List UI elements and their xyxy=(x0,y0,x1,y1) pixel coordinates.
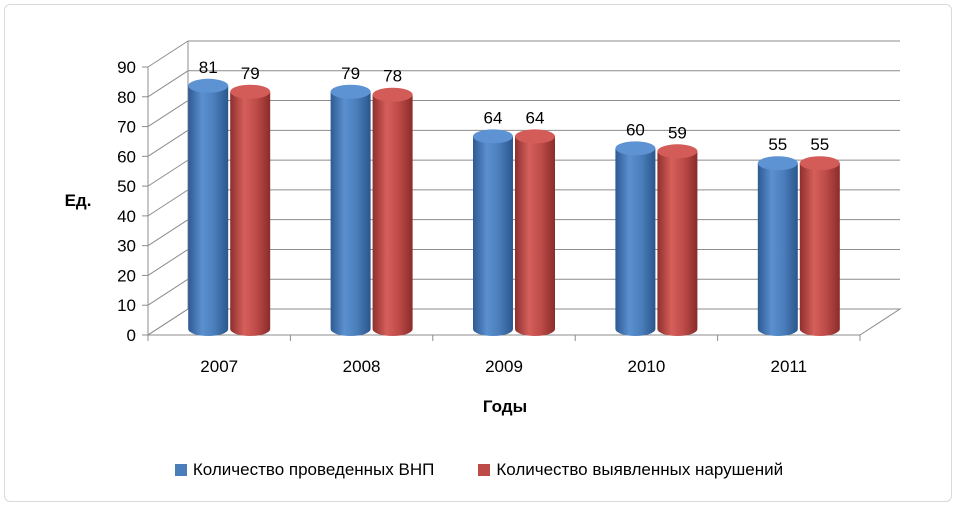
gridline-side xyxy=(147,129,189,157)
data-label: 55 xyxy=(810,135,829,154)
bar-body xyxy=(799,163,840,337)
y-tick-label: 60 xyxy=(117,147,136,166)
legend-label-series-2: Количество выявленных нарушений xyxy=(496,460,784,479)
bar-body xyxy=(657,151,698,337)
gridline-side xyxy=(147,278,189,306)
bar xyxy=(515,129,555,336)
bar-top xyxy=(515,129,555,144)
bar xyxy=(657,144,698,337)
bar-body xyxy=(515,136,555,336)
y-tick-label: 10 xyxy=(117,296,136,315)
bar xyxy=(615,141,656,336)
gridline-side xyxy=(147,100,189,127)
data-label: 79 xyxy=(241,64,260,83)
data-label: 64 xyxy=(526,108,545,127)
data-label: 55 xyxy=(768,135,787,154)
bar-top xyxy=(473,129,513,144)
gridline-side xyxy=(147,40,189,68)
legend-item-series-2: Количество выявленных нарушений xyxy=(478,460,783,480)
gridline-side xyxy=(147,189,189,217)
data-label: 64 xyxy=(484,108,503,127)
bar-body xyxy=(757,163,798,337)
y-tick-label: 70 xyxy=(117,118,136,137)
y-tick-label: 20 xyxy=(117,266,136,285)
legend-item-series-1: Количество проведенных ВНП xyxy=(174,460,435,480)
data-label: 79 xyxy=(341,64,360,83)
y-tick-label: 40 xyxy=(117,207,136,226)
gridline-side xyxy=(147,159,189,187)
x-tick-label: 2010 xyxy=(627,357,665,376)
bar xyxy=(230,84,271,336)
bar-top xyxy=(188,78,229,93)
bar-top xyxy=(615,141,656,156)
y-tick-label: 90 xyxy=(117,58,136,77)
bar-top xyxy=(372,87,413,102)
bars xyxy=(188,78,840,337)
bar-body xyxy=(615,148,656,336)
legend: Количество проведенных ВНП Количество вы… xyxy=(0,458,958,482)
bar-top xyxy=(330,84,371,99)
bar-body xyxy=(330,91,371,337)
gridline-side xyxy=(147,219,189,247)
bar-body xyxy=(473,136,513,336)
data-label: 78 xyxy=(383,67,402,86)
gridline-side xyxy=(147,308,189,336)
y-axis-title: Ед. xyxy=(65,191,92,210)
bar-body xyxy=(230,91,271,336)
x-tick-label: 2011 xyxy=(771,357,808,376)
gridline-side xyxy=(147,70,189,98)
bar-body xyxy=(372,94,413,337)
legend-swatch-blue xyxy=(174,464,187,476)
bar-top xyxy=(230,84,271,99)
bar xyxy=(757,156,798,337)
bar xyxy=(188,78,229,337)
bar-body xyxy=(188,85,229,337)
y-tick-label: 50 xyxy=(117,177,136,196)
x-tick-label: 2008 xyxy=(343,357,381,376)
data-label: 81 xyxy=(199,58,218,77)
bar xyxy=(330,84,371,337)
bar xyxy=(799,156,840,337)
x-tick-label: 2007 xyxy=(200,357,238,376)
y-tick-label: 30 xyxy=(117,237,136,256)
data-labels: 2007 81 79 2008 79 78 2009 64 64 2010 60 59 2011 55 55 xyxy=(199,58,830,376)
x-tick-label: 2009 xyxy=(485,357,523,376)
bar-top xyxy=(757,156,798,171)
y-tick-label: 0 xyxy=(127,326,136,345)
x-axis-title: Годы xyxy=(483,397,527,416)
y-tick-label: 80 xyxy=(117,88,136,107)
data-label: 60 xyxy=(626,120,645,139)
bar-top xyxy=(799,156,840,171)
gridline-side xyxy=(147,249,189,276)
legend-label-series-1: Количество проведенных ВНП xyxy=(192,460,435,479)
bar xyxy=(372,87,413,337)
data-label: 59 xyxy=(668,123,687,142)
legend-swatch-red xyxy=(478,464,491,476)
bar xyxy=(473,129,513,336)
bar-top xyxy=(657,144,698,159)
